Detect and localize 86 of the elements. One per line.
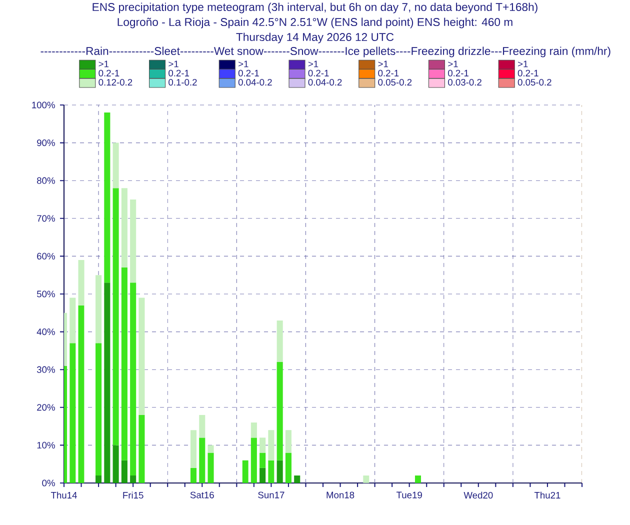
- legend-label: 0.2-1: [168, 70, 190, 76]
- bar: [294, 475, 300, 483]
- bar: [414, 475, 421, 483]
- legend-label: >1: [98, 60, 109, 68]
- bar: [190, 430, 197, 468]
- bar: [70, 343, 76, 483]
- bar: [250, 438, 257, 483]
- y-tick-label: 20%: [37, 404, 55, 411]
- legend-title: ------------Rain------------Sleet---------Wet snow-------Snow-------Ice pellets----Freezing drizzle---Freezing rain (mm/hr): [40, 46, 610, 58]
- bar: [130, 475, 136, 483]
- bar: [260, 438, 266, 453]
- legend-label: 0.2-1: [238, 70, 259, 76]
- chart-title: ENS precipitation type meteogram (3h interval, but 6h on day 7, no data beyond T+168h): [92, 2, 538, 14]
- bar: [268, 430, 274, 460]
- bar: [276, 362, 283, 460]
- y-tick-label: 30%: [36, 366, 55, 373]
- bar: [242, 460, 248, 483]
- legend-label: 0.2-1: [448, 70, 468, 76]
- bar: [112, 188, 119, 446]
- x-tick-label: Sat16: [190, 492, 214, 498]
- bar: [199, 438, 206, 483]
- y-tick-label: 100%: [32, 102, 55, 108]
- bar: [250, 422, 257, 438]
- legend-label: >1: [518, 60, 528, 68]
- x-tick-label: Mon18: [326, 492, 354, 498]
- y-tick-label: 70%: [37, 215, 55, 222]
- bar: [190, 468, 197, 483]
- legend-label: 0.04-0.2: [238, 78, 272, 86]
- legend-label: 0.12-0.2: [98, 78, 132, 86]
- bar: [199, 414, 206, 438]
- bar: [70, 298, 76, 344]
- y-tick-label: 0%: [42, 480, 55, 486]
- bar: [260, 468, 266, 483]
- bar: [96, 275, 102, 344]
- bar: [104, 112, 110, 283]
- bar: [112, 142, 119, 188]
- y-tick-label: 50%: [36, 290, 55, 298]
- bar: [285, 430, 292, 453]
- bar: [104, 282, 110, 483]
- y-tick-label: 60%: [37, 252, 55, 260]
- bar: [121, 268, 128, 460]
- legend-label: >1: [238, 60, 248, 68]
- bar: [276, 460, 283, 483]
- bar: [363, 475, 370, 483]
- bar: [96, 475, 102, 483]
- legend-label: >1: [448, 60, 458, 68]
- y-tick-label: 80%: [37, 177, 55, 184]
- bar: [285, 452, 292, 483]
- x-tick-label: Thu21: [534, 492, 560, 499]
- text: Thursday 14 May 2026 12 UTC: [236, 32, 394, 44]
- y-tick-label: 10%: [37, 442, 55, 448]
- bar: [121, 188, 128, 268]
- legend-label: 0.2-1: [308, 70, 329, 76]
- chart-subtitle: Logroño - La Rioja - Spain 42.5°N 2.51°W (ENS land point) ENS height: 460 m: [118, 18, 512, 28]
- bar: [121, 460, 128, 483]
- x-tick-label: Sun17: [258, 492, 284, 498]
- legend-label: >1: [168, 60, 178, 68]
- y-tick-label: 90%: [37, 140, 55, 146]
- legend-label: 0.05-0.2: [378, 78, 412, 86]
- bar: [208, 452, 214, 483]
- bar: [78, 305, 84, 483]
- bar: [208, 445, 214, 453]
- bar: [260, 452, 266, 468]
- bar: [96, 343, 102, 476]
- legend-label: >1: [378, 60, 388, 68]
- legend-label: 0.04-0.2: [308, 78, 342, 86]
- x-tick-label: Fri15: [123, 492, 144, 499]
- bar: [78, 260, 84, 306]
- legend-label: 0.2-1: [378, 70, 399, 76]
- legend-label: 0.2-1: [98, 70, 120, 76]
- legend-label: >1: [308, 60, 318, 68]
- bar: [130, 282, 136, 476]
- legend-label: 0.03-0.2: [448, 78, 482, 86]
- bar: [112, 445, 119, 483]
- x-tick-label: Thu14: [50, 492, 77, 499]
- legend-label: 0.2-1: [518, 70, 538, 76]
- bar: [130, 200, 136, 283]
- x-tick-label: Tue19: [396, 492, 422, 498]
- bar: [138, 414, 145, 483]
- bar: [276, 320, 283, 362]
- bar: [138, 298, 145, 415]
- bar: [268, 460, 274, 483]
- legend-label: 0.1-0.2: [168, 78, 197, 86]
- x-tick-label: Wed20: [464, 492, 493, 499]
- legend-label: 0.05-0.2: [518, 78, 552, 86]
- y-tick-label: 40%: [36, 328, 55, 336]
